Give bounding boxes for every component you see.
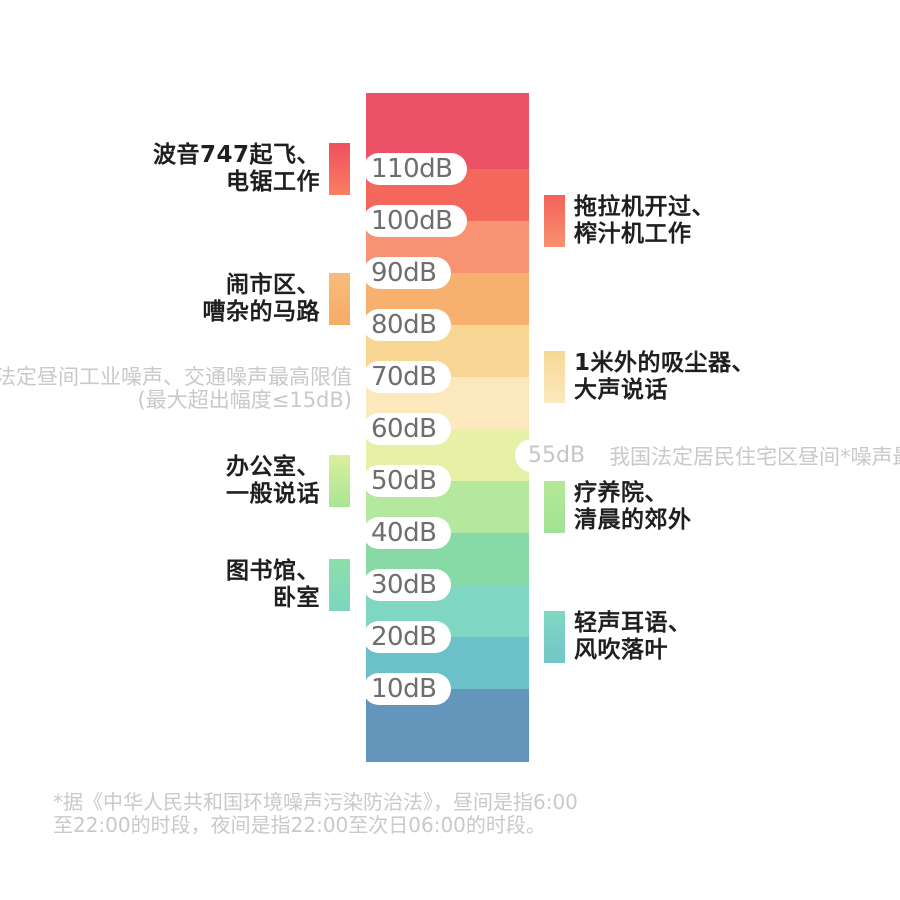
annotation-text-line: 风吹落叶 <box>574 637 668 663</box>
limit-note-line: 我国法定昼间工业噪声、交通噪声最高限值 <box>0 365 352 389</box>
db-level-pill: 60dB <box>363 413 452 445</box>
annotation-color-tab <box>544 611 565 663</box>
annotation-text: 1米外的吸尘器、 大声说话 <box>574 350 755 404</box>
annotation-text: 图书馆、 卧室 <box>226 558 320 612</box>
annotation-color-tab <box>544 351 565 403</box>
decibel-scale-bar: 110dB 100dB 90dB 80dB 70dB 60dB 50dB 40dB 30dB 20… <box>363 93 529 762</box>
annotation-text-line: 清晨的郊外 <box>574 507 692 533</box>
annotation-text: 办公室、 一般说话 <box>226 454 320 508</box>
db-level-pill: 70dB <box>363 361 452 393</box>
annotation-left-0: 波音747起飞、 电锯工作 <box>153 142 350 196</box>
residential-noise-limit-note: 55dB 我国法定居民住宅区昼间*噪声最高限值 <box>515 439 900 472</box>
annotation-color-tab <box>329 559 350 611</box>
db-level-pill: 100dB <box>363 205 468 237</box>
annotation-left-1: 闹市区、 嘈杂的马路 <box>203 272 350 326</box>
db-level-pill: 80dB <box>363 309 452 341</box>
annotation-text: 拖拉机开过、 榨汁机工作 <box>574 194 715 248</box>
annotation-text-line: 卧室 <box>273 585 320 611</box>
footnote-line: *据《中华人民共和国环境噪声污染防治法》，昼间是指6:00 <box>53 790 578 814</box>
footnote-line: 至22:00的时段，夜间是指22:00至次日06:00的时段。 <box>53 813 546 837</box>
annotation-text: 波音747起飞、 电锯工作 <box>153 142 320 196</box>
db-level-pill: 50dB <box>363 465 452 497</box>
annotation-text-line: 榨汁机工作 <box>574 221 692 247</box>
annotation-color-tab <box>329 143 350 195</box>
limit-note-text: 我国法定居民住宅区昼间*噪声最高限值 <box>609 444 900 469</box>
annotation-text-line: 电锯工作 <box>226 169 320 195</box>
industrial-noise-limit-note: 我国法定昼间工业噪声、交通噪声最高限值 (最大超出幅度≤15dB) <box>0 366 352 412</box>
annotation-text-line: 轻声耳语、 <box>574 610 692 636</box>
db-level-pill: 30dB <box>363 569 452 601</box>
annotation-right-0: 拖拉机开过、 榨汁机工作 <box>544 194 715 248</box>
limit-note-line: (最大超出幅度≤15dB) <box>137 388 352 412</box>
db-level-pill: 90dB <box>363 257 452 289</box>
db-level-pill: 110dB <box>363 153 468 185</box>
annotation-color-tab <box>329 273 350 325</box>
db-level-pill: 40dB <box>363 517 452 549</box>
annotation-text-line: 拖拉机开过、 <box>574 194 715 220</box>
annotation-right-2: 疗养院、 清晨的郊外 <box>544 480 692 534</box>
annotation-text-line: 图书馆、 <box>226 558 320 584</box>
db-level-pill: 10dB <box>363 673 452 705</box>
annotation-text-line: 一般说话 <box>226 481 320 507</box>
annotation-color-tab <box>544 195 565 247</box>
db-level-pill: 20dB <box>363 621 452 653</box>
annotation-text-line: 办公室、 <box>226 454 320 480</box>
annotation-text: 疗养院、 清晨的郊外 <box>574 480 692 534</box>
annotation-right-3: 轻声耳语、 风吹落叶 <box>544 610 692 664</box>
annotation-right-1: 1米外的吸尘器、 大声说话 <box>544 350 755 404</box>
55db-threshold-badge: 55dB <box>515 439 599 472</box>
annotation-left-2: 办公室、 一般说话 <box>226 454 350 508</box>
annotation-text-line: 疗养院、 <box>574 480 668 506</box>
annotation-text: 轻声耳语、 风吹落叶 <box>574 610 692 664</box>
annotation-color-tab <box>329 455 350 507</box>
annotation-text: 闹市区、 嘈杂的马路 <box>203 272 321 326</box>
annotation-text-line: 波音747起飞、 <box>152 142 320 168</box>
annotation-text-line: 1米外的吸尘器、 <box>574 350 756 376</box>
annotation-left-3: 图书馆、 卧室 <box>226 558 350 612</box>
annotation-text-line: 大声说话 <box>574 377 668 403</box>
annotation-color-tab <box>544 481 565 533</box>
annotation-text-line: 嘈杂的马路 <box>202 299 320 325</box>
annotation-text-line: 闹市区、 <box>226 272 320 298</box>
footnote: *据《中华人民共和国环境噪声污染防治法》，昼间是指6:00 至22:00的时段，… <box>53 791 578 837</box>
